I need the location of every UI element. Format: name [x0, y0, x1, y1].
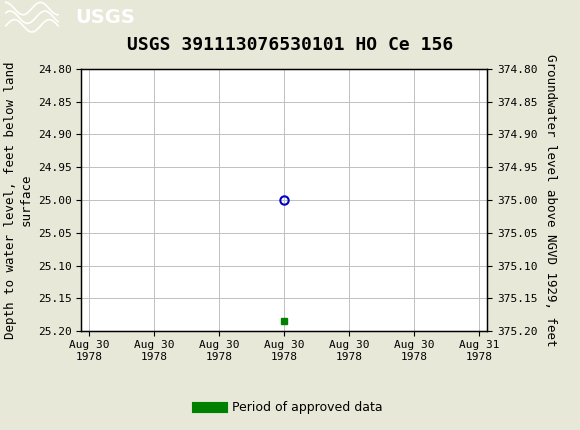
Text: USGS: USGS — [75, 8, 135, 27]
Y-axis label: Depth to water level, feet below land
surface: Depth to water level, feet below land su… — [4, 61, 32, 339]
Y-axis label: Groundwater level above NGVD 1929, feet: Groundwater level above NGVD 1929, feet — [545, 54, 557, 346]
Text: USGS 391113076530101 HO Ce 156: USGS 391113076530101 HO Ce 156 — [127, 36, 453, 54]
Legend: Period of approved data: Period of approved data — [192, 396, 388, 419]
